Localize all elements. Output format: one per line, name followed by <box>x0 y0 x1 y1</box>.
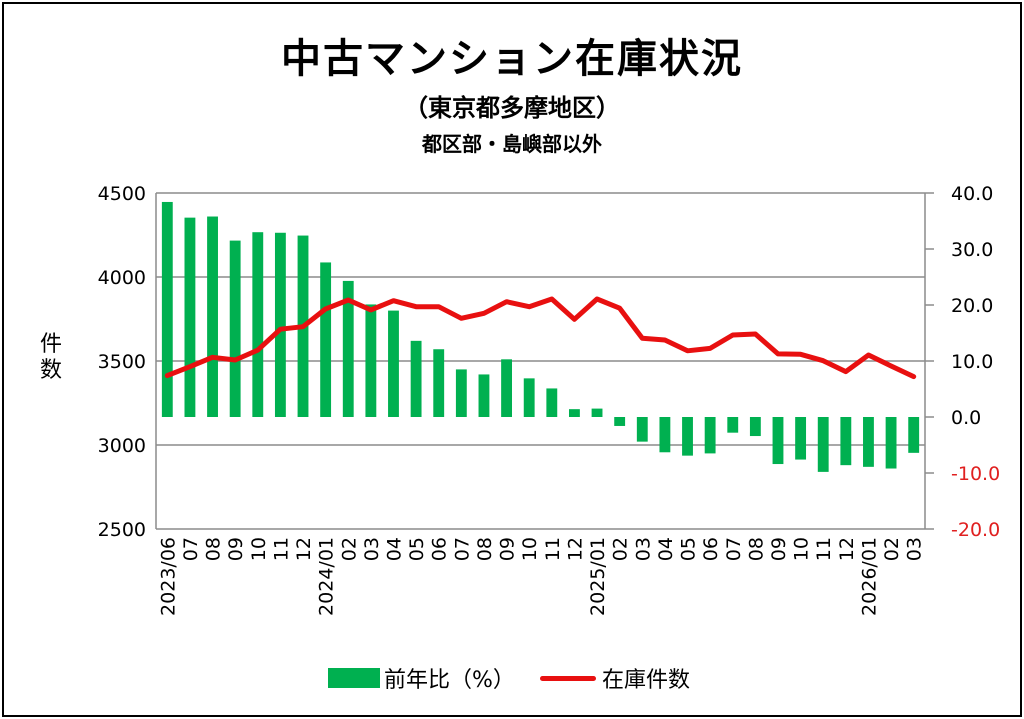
bar <box>749 417 761 437</box>
y-tick-right: 20.0 <box>951 295 993 317</box>
x-tick-label: 10 <box>248 537 270 561</box>
bar <box>772 417 784 465</box>
x-tick-label: 08 <box>203 537 225 561</box>
legend-swatch-bar <box>328 668 380 688</box>
x-tick-label: 10 <box>791 537 813 561</box>
x-tick-label: 12 <box>836 537 858 561</box>
bar <box>184 217 196 417</box>
bar <box>207 216 218 417</box>
x-tick-label: 08 <box>745 537 767 561</box>
chart-subtitle: （東京都多摩地区） <box>404 94 620 122</box>
bar <box>840 417 852 466</box>
legend-label-bar: 前年比（%） <box>384 668 515 693</box>
x-tick-label: 03 <box>361 537 383 561</box>
y-tick-right: 30.0 <box>951 239 993 261</box>
x-tick-label: 03 <box>904 537 926 561</box>
bar <box>908 417 920 453</box>
legend-item-bar: 前年比（%） <box>328 662 515 694</box>
legend-item-line: 在庫件数 <box>540 662 690 694</box>
x-tick-label: 02 <box>338 537 360 561</box>
bar <box>342 280 354 417</box>
y-tick-left: 2500 <box>98 519 146 541</box>
bar <box>591 408 603 417</box>
x-tick-label: 07 <box>451 537 473 561</box>
bar <box>274 232 286 417</box>
y-tick-left: 3500 <box>98 351 146 373</box>
x-tick-label: 07 <box>723 537 745 561</box>
bar <box>229 240 241 417</box>
y-tick-left: 4500 <box>98 183 146 205</box>
bar <box>817 417 829 472</box>
bar <box>614 417 626 426</box>
bar <box>682 417 693 456</box>
bar <box>659 417 671 453</box>
x-tick-label: 05 <box>406 537 428 561</box>
bar <box>546 388 558 417</box>
x-tick-label: 12 <box>293 537 315 561</box>
bar <box>727 417 739 433</box>
x-tick-label: 09 <box>225 537 247 561</box>
x-tick-label: 2023/06 <box>157 537 179 616</box>
bar <box>568 409 580 417</box>
bar <box>501 359 513 417</box>
bar <box>704 417 716 454</box>
x-tick-label: 09 <box>497 537 519 561</box>
bar <box>863 417 874 467</box>
x-tick-label: 2024/01 <box>316 537 338 616</box>
x-tick-label: 2026/01 <box>858 537 880 616</box>
x-tick-label: 10 <box>519 537 541 561</box>
y-tick-right: -20.0 <box>951 519 1000 541</box>
bar <box>320 262 332 417</box>
x-tick-label: 06 <box>700 537 722 561</box>
bar <box>523 378 535 417</box>
x-tick-label: 02 <box>881 537 903 561</box>
x-tick-label: 07 <box>180 537 202 561</box>
x-tick-label: 05 <box>678 537 700 561</box>
x-tick-label: 12 <box>564 537 586 561</box>
legend-label-line: 在庫件数 <box>602 668 691 693</box>
y-tick-right: 0.0 <box>951 407 981 429</box>
x-tick-label: 04 <box>383 537 405 561</box>
y-tick-right: 40.0 <box>951 183 993 205</box>
x-tick-label: 11 <box>813 537 835 561</box>
bar <box>795 417 807 460</box>
bar <box>252 232 264 417</box>
bar <box>433 349 445 417</box>
line-series <box>164 296 917 380</box>
x-tick-label: 03 <box>632 537 654 561</box>
legend: 前年比（%） 在庫件数 <box>0 662 1024 694</box>
bar <box>161 201 173 417</box>
bar <box>478 374 490 417</box>
chart-title: 中古マンション在庫状況 <box>281 36 743 82</box>
y-tick-right: -10.0 <box>951 463 1000 485</box>
x-tick-label: 08 <box>474 537 496 561</box>
x-tick-label: 06 <box>429 537 451 561</box>
x-tick-label: 04 <box>655 537 677 561</box>
x-tick-label: 11 <box>270 537 292 561</box>
bar <box>365 304 377 417</box>
bar <box>885 417 897 469</box>
bar <box>410 340 422 417</box>
chart-subtitle-2: 都区部・島嶼部以外 <box>422 132 602 156</box>
y-tick-left: 4000 <box>98 267 146 289</box>
x-tick-label: 09 <box>768 537 790 561</box>
y-tick-left: 3000 <box>98 435 146 457</box>
bar <box>455 369 467 417</box>
x-tick-label: 2025/01 <box>587 537 609 616</box>
x-tick-label: 02 <box>610 537 632 561</box>
bar <box>636 417 648 442</box>
y-tick-right: 10.0 <box>951 351 993 373</box>
legend-swatch-line <box>540 675 596 681</box>
x-tick-label: 11 <box>542 537 564 561</box>
bar <box>388 310 399 417</box>
y-axis-left-title: 件数 <box>39 332 62 383</box>
